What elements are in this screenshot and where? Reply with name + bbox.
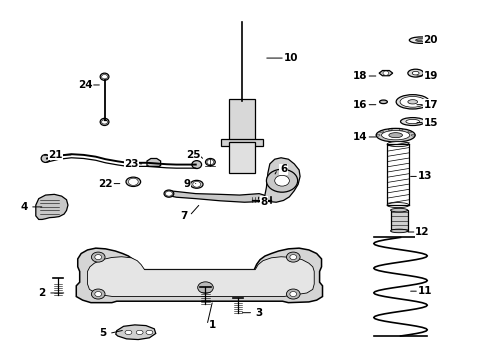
Text: 3: 3: [255, 308, 262, 318]
Circle shape: [382, 71, 388, 75]
Text: 22: 22: [98, 179, 113, 189]
Ellipse shape: [395, 95, 428, 109]
Text: 13: 13: [417, 171, 431, 181]
Text: 6: 6: [279, 164, 286, 174]
Circle shape: [274, 175, 289, 186]
Ellipse shape: [381, 131, 409, 140]
Polygon shape: [116, 325, 156, 339]
Polygon shape: [36, 194, 68, 220]
Ellipse shape: [100, 118, 109, 126]
Circle shape: [102, 75, 107, 79]
Polygon shape: [165, 191, 266, 202]
Ellipse shape: [100, 73, 109, 80]
Ellipse shape: [411, 71, 418, 75]
Text: 8: 8: [260, 197, 267, 207]
Text: 18: 18: [352, 71, 367, 81]
Bar: [386, 144, 408, 205]
Text: 16: 16: [352, 100, 367, 110]
Circle shape: [197, 282, 213, 293]
Circle shape: [289, 292, 296, 297]
Circle shape: [289, 255, 296, 260]
Circle shape: [192, 181, 200, 187]
Circle shape: [266, 169, 297, 192]
Text: 17: 17: [423, 100, 437, 110]
Text: 12: 12: [414, 227, 429, 237]
Ellipse shape: [163, 190, 173, 197]
Ellipse shape: [136, 330, 143, 334]
Circle shape: [91, 289, 105, 299]
Bar: [221, 139, 263, 146]
Ellipse shape: [407, 100, 417, 104]
Bar: [390, 210, 407, 231]
Text: 21: 21: [48, 150, 62, 160]
Text: 4: 4: [20, 202, 28, 212]
Ellipse shape: [191, 161, 201, 168]
Ellipse shape: [388, 133, 402, 138]
Circle shape: [286, 252, 300, 262]
Circle shape: [95, 292, 102, 297]
Polygon shape: [264, 158, 300, 202]
Circle shape: [128, 178, 138, 185]
Circle shape: [286, 289, 300, 299]
Ellipse shape: [205, 158, 215, 166]
Ellipse shape: [386, 141, 408, 147]
Ellipse shape: [190, 180, 203, 188]
Text: 11: 11: [417, 286, 431, 296]
Ellipse shape: [126, 177, 141, 186]
Ellipse shape: [379, 100, 386, 104]
Text: 15: 15: [423, 118, 437, 128]
Ellipse shape: [146, 330, 153, 334]
Circle shape: [91, 252, 105, 262]
Text: 25: 25: [185, 150, 200, 160]
Text: 10: 10: [283, 53, 298, 63]
Ellipse shape: [386, 203, 408, 208]
Polygon shape: [147, 158, 160, 166]
Bar: [228, 142, 255, 173]
Ellipse shape: [405, 120, 419, 124]
Ellipse shape: [408, 37, 432, 43]
Ellipse shape: [400, 118, 424, 126]
Polygon shape: [378, 71, 392, 76]
Circle shape: [165, 191, 172, 196]
Text: 20: 20: [423, 35, 437, 45]
Circle shape: [102, 120, 107, 124]
Ellipse shape: [415, 39, 426, 41]
Text: 23: 23: [124, 159, 138, 169]
Circle shape: [206, 159, 213, 165]
Polygon shape: [76, 248, 322, 303]
Ellipse shape: [399, 96, 425, 107]
Ellipse shape: [407, 69, 423, 77]
Text: 14: 14: [352, 132, 367, 142]
Ellipse shape: [41, 154, 50, 162]
Text: 5: 5: [99, 328, 106, 338]
Text: 24: 24: [78, 80, 92, 90]
Ellipse shape: [390, 229, 407, 233]
Ellipse shape: [125, 330, 132, 334]
Text: 7: 7: [180, 211, 187, 221]
Text: 9: 9: [183, 179, 190, 189]
Text: 2: 2: [39, 288, 46, 298]
Ellipse shape: [390, 208, 407, 212]
Text: 19: 19: [423, 71, 437, 81]
Circle shape: [95, 255, 102, 260]
Text: 1: 1: [209, 320, 216, 330]
Ellipse shape: [375, 129, 414, 142]
Polygon shape: [87, 257, 314, 297]
Bar: [228, 99, 255, 144]
